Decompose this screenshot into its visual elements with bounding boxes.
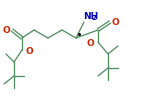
Text: NH: NH (83, 11, 98, 21)
Text: O: O (86, 39, 94, 48)
Text: O: O (26, 47, 34, 56)
Text: 2: 2 (91, 15, 96, 21)
Text: O: O (112, 18, 120, 27)
Text: O: O (2, 25, 10, 34)
